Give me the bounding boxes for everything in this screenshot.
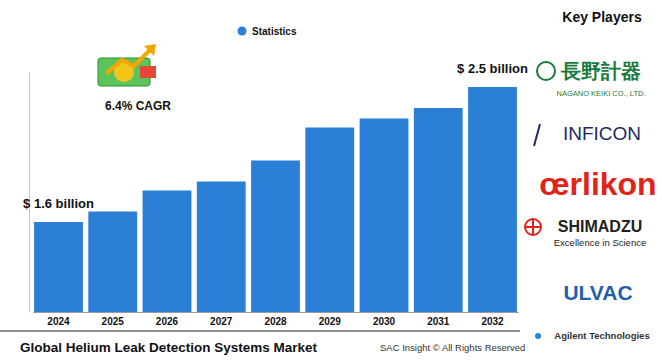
legend: Statistics [238, 26, 297, 37]
x-tick-label: 2028 [264, 316, 287, 327]
data-label: $ 1.6 billion [23, 196, 94, 211]
key-player-name: Agilent Technologies [554, 330, 649, 341]
key-player: SHIMADZU Excellence in Science [525, 218, 646, 248]
x-tick: 2026 [156, 312, 179, 327]
logo-mark [534, 124, 540, 146]
x-axis: 2024 2025 2026 2027 2028 2029 2030 2031 2032 [34, 312, 519, 327]
bar [360, 119, 409, 313]
logo-mark [525, 219, 541, 235]
key-player: 長野計器 NAGANO KEIKI CO., LTD. [537, 60, 646, 98]
key-player-name: INFICON [563, 123, 641, 144]
key-players-title: Key Players [562, 9, 642, 25]
x-tick-label: 2030 [373, 316, 396, 327]
bar [251, 161, 300, 313]
x-tick-label: 2026 [156, 316, 179, 327]
bar [88, 212, 137, 313]
source: SAC Insight © All Rights Reserved [380, 342, 525, 353]
key-player-name: 長野計器 [560, 60, 641, 82]
key-player-name: SHIMADZU [558, 218, 642, 235]
x-tick-label: 2024 [47, 316, 70, 327]
key-player: Agilent Technologies [535, 330, 650, 341]
x-tick: 2028 [264, 312, 287, 327]
bar [414, 108, 463, 312]
x-tick: 2029 [319, 312, 342, 327]
x-tick: 2031 [427, 312, 450, 327]
logo-mark [537, 62, 555, 80]
cagr-icon [98, 44, 156, 86]
bar [468, 87, 517, 312]
logo-mark [535, 333, 541, 339]
x-tick: 2024 [47, 312, 70, 327]
key-player: INFICON [534, 123, 641, 146]
key-player: ULVAC [563, 281, 632, 304]
title: Global Helium Leak Detection Systems Mar… [20, 340, 318, 355]
key-player-subtitle: Excellence in Science [554, 237, 646, 248]
arrow-head [144, 44, 156, 56]
bar [143, 191, 192, 313]
tag [140, 66, 156, 78]
bar [305, 128, 354, 313]
legend-swatch [238, 27, 247, 36]
divider [0, 331, 520, 332]
key-player: œrlikon [539, 166, 656, 202]
x-axis-line [34, 312, 519, 313]
legend-label: Statistics [252, 26, 297, 37]
x-tick: 2030 [373, 312, 396, 327]
x-tick-label: 2027 [210, 316, 233, 327]
annotation: 6.4% CAGR [105, 99, 171, 113]
logo-mark [525, 219, 541, 235]
key-player-name: ULVAC [563, 281, 632, 304]
key-player-subtitle: NAGANO KEIKI CO., LTD. [556, 89, 645, 98]
bar [197, 182, 246, 313]
x-tick-label: 2029 [319, 316, 342, 327]
x-tick: 2032 [481, 312, 504, 327]
x-tick: 2025 [102, 312, 125, 327]
key-player-name: œrlikon [539, 166, 656, 202]
x-tick-label: 2032 [481, 316, 504, 327]
x-tick-label: 2031 [427, 316, 450, 327]
x-tick-label: 2025 [102, 316, 125, 327]
x-tick: 2027 [210, 312, 233, 327]
y-axis [29, 73, 30, 313]
y-axis-line [29, 73, 30, 313]
data-label: $ 2.5 billion [457, 61, 528, 76]
bar [34, 222, 83, 312]
chart: 2024 2025 2026 2027 2028 2029 2030 2031 2032 $ 1.… [0, 0, 662, 364]
bars [34, 87, 517, 312]
